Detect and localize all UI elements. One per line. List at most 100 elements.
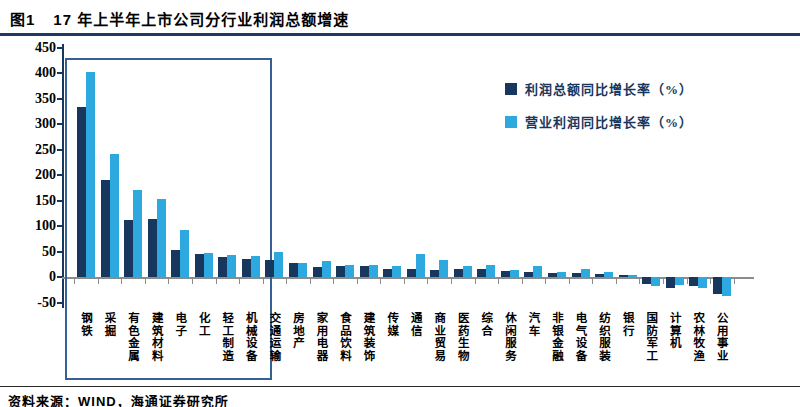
x-axis-tick	[687, 279, 688, 284]
x-axis-label: 计算机	[668, 312, 682, 382]
bar-profit-total-采掘	[101, 180, 110, 277]
bar-profit-total-通信	[407, 269, 416, 277]
bar-profit-total-机械设备	[242, 259, 251, 277]
bar-profit-total-家用电器	[313, 267, 322, 277]
footer-rule	[0, 386, 800, 387]
bar-operating-profit-食品饮料	[345, 265, 354, 277]
bar-profit-total-传媒	[383, 269, 392, 277]
y-axis-label: 200	[20, 167, 56, 183]
bar-operating-profit-纺织服装	[604, 272, 613, 277]
bar-profit-total-电气设备	[572, 273, 581, 277]
bar-profit-total-非银金融	[548, 273, 557, 277]
x-axis-label: 非银金融	[550, 312, 564, 382]
x-axis-tick	[639, 279, 640, 284]
x-axis-tick	[404, 279, 405, 284]
x-axis-tick	[427, 279, 428, 284]
bar-operating-profit-钢铁	[86, 72, 95, 277]
x-axis-label: 化工	[197, 312, 211, 382]
x-axis-label: 机械设备	[244, 312, 258, 382]
bar-profit-total-国防军工	[642, 277, 651, 284]
y-axis-tick	[57, 302, 62, 304]
x-axis-label: 农林牧渔	[691, 312, 705, 382]
y-axis-tick	[57, 98, 62, 100]
x-axis-label: 食品饮料	[338, 312, 352, 382]
x-axis-label: 纺织服装	[597, 312, 611, 382]
x-axis-label: 电子	[173, 312, 187, 382]
x-axis-label: 交通运输	[267, 312, 281, 382]
report-figure: 图117 年上半年上市公司分行业利润总额增速 45040035030025020…	[0, 0, 800, 407]
x-axis-label: 银行	[621, 312, 635, 382]
bar-profit-total-公用事业	[713, 277, 722, 294]
x-axis-tick	[734, 279, 735, 284]
x-axis-tick	[475, 279, 476, 284]
bar-profit-total-医药生物	[454, 269, 463, 277]
x-axis-label: 房地产	[291, 312, 305, 382]
bar-profit-total-计算机	[666, 277, 675, 288]
legend-swatch-operating-profit	[505, 116, 517, 128]
bar-operating-profit-建筑材料	[157, 199, 166, 277]
x-axis-label: 钢铁	[79, 312, 93, 382]
x-axis-tick	[569, 279, 570, 284]
bar-operating-profit-计算机	[675, 277, 684, 285]
x-axis-label: 采掘	[103, 312, 117, 382]
x-axis-tick	[710, 279, 711, 284]
x-axis-tick	[545, 279, 546, 284]
source-text: 资料来源：WIND，海通证券研究所	[8, 391, 229, 407]
x-axis-label: 建筑材料	[150, 312, 164, 382]
bar-profit-total-汽车	[524, 272, 533, 277]
bar-operating-profit-休闲服务	[510, 270, 519, 277]
bar-profit-total-银行	[619, 275, 628, 277]
y-axis-tick	[57, 123, 62, 125]
bar-operating-profit-商业贸易	[439, 260, 448, 277]
bar-profit-total-交通运输	[265, 260, 274, 277]
x-axis-label: 综合	[479, 312, 493, 382]
x-axis-tick	[168, 279, 169, 284]
x-axis-label: 家用电器	[315, 312, 329, 382]
bar-operating-profit-房地产	[298, 263, 307, 277]
y-axis-tick	[57, 174, 62, 176]
y-axis-label: 0	[20, 269, 56, 285]
x-axis-tick	[98, 279, 99, 284]
y-axis-tick	[57, 200, 62, 202]
y-axis-label: 250	[20, 142, 56, 158]
y-axis-label: -50	[20, 295, 56, 311]
title-rule	[0, 33, 800, 36]
x-axis-tick	[263, 279, 264, 284]
bar-profit-total-化工	[195, 254, 204, 277]
x-axis-tick	[286, 279, 287, 284]
y-axis-tick	[57, 47, 62, 49]
x-axis-label: 国防军工	[644, 312, 658, 382]
bar-profit-total-纺织服装	[595, 274, 604, 277]
x-axis-tick	[310, 279, 311, 284]
bar-operating-profit-综合	[486, 265, 495, 277]
bar-operating-profit-电子	[180, 230, 189, 277]
y-axis-label: 50	[20, 244, 56, 260]
bar-operating-profit-通信	[416, 254, 425, 277]
legend-swatch-profit-total	[505, 83, 517, 95]
bar-profit-total-有色金属	[124, 220, 133, 277]
bar-operating-profit-建筑装饰	[369, 265, 378, 277]
bar-profit-total-建筑装饰	[360, 266, 369, 277]
y-axis-label: 100	[20, 218, 56, 234]
bar-profit-total-电子	[171, 250, 180, 277]
figure-title: 图117 年上半年上市公司分行业利润总额增速	[10, 8, 349, 29]
x-axis-tick	[451, 279, 452, 284]
bar-operating-profit-公用事业	[722, 277, 731, 296]
bar-operating-profit-化工	[204, 253, 213, 277]
bar-profit-total-轻工制造	[218, 257, 227, 277]
x-axis-label: 公用事业	[715, 312, 729, 382]
y-axis-tick	[57, 149, 62, 151]
bar-operating-profit-采掘	[110, 154, 119, 277]
bar-profit-total-钢铁	[77, 107, 86, 277]
x-axis-label: 通信	[409, 312, 423, 382]
x-axis-label: 汽车	[526, 312, 540, 382]
bar-operating-profit-汽车	[533, 266, 542, 277]
x-axis-tick	[145, 279, 146, 284]
bar-operating-profit-农林牧渔	[698, 277, 707, 288]
bar-profit-total-房地产	[289, 263, 298, 277]
x-axis-tick	[357, 279, 358, 284]
bar-profit-total-农林牧渔	[689, 277, 698, 286]
y-axis-label: 300	[20, 116, 56, 132]
bar-operating-profit-非银金融	[557, 272, 566, 277]
x-axis-tick	[522, 279, 523, 284]
